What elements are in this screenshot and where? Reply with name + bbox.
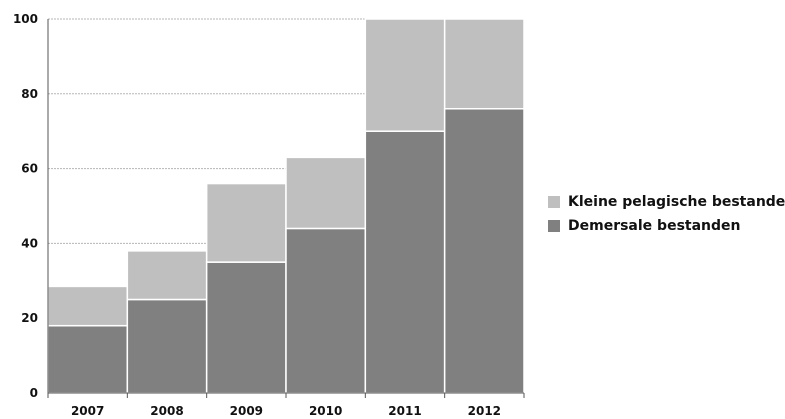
legend-label-small-pelagic: Kleine pelagische bestanden: [568, 194, 785, 210]
y-tick-label: 60: [21, 162, 38, 176]
bar-segment-small-pelagic: [126, 250, 208, 301]
bar-segment-demersal: [126, 298, 208, 394]
y-tick-label: 40: [21, 236, 38, 250]
bar-segment-small-pelagic: [205, 182, 287, 263]
bar-segment-demersal: [205, 261, 287, 394]
x-tick-label: 2011: [388, 404, 421, 418]
y-tick-label: 20: [21, 311, 38, 325]
y-tick-label: 100: [13, 12, 38, 26]
chart-legend: Kleine pelagische bestanden Demersale be…: [548, 190, 785, 238]
bar-segment-small-pelagic: [364, 18, 446, 132]
bar-segment-small-pelagic: [47, 285, 129, 327]
bar-segment-small-pelagic: [443, 18, 525, 110]
x-tick-label: 2010: [309, 404, 342, 418]
legend-item-demersal: Demersale bestanden: [548, 214, 785, 238]
bar-segment-demersal: [443, 108, 525, 394]
bar-segment-demersal: [285, 227, 367, 394]
y-tick-label: 80: [21, 87, 38, 101]
legend-label-demersal: Demersale bestanden: [568, 218, 741, 234]
bar-segment-small-pelagic: [285, 156, 367, 230]
legend-swatch-small-pelagic: [548, 196, 560, 208]
legend-item-small-pelagic: Kleine pelagische bestanden: [548, 190, 785, 214]
x-tick-label: 2008: [150, 404, 183, 418]
x-tick-label: 2012: [468, 404, 501, 418]
y-tick-label: 0: [30, 386, 38, 400]
legend-swatch-demersal: [548, 220, 560, 232]
x-tick-label: 2009: [230, 404, 263, 418]
x-tick-label: 2007: [71, 404, 104, 418]
bar-segment-demersal: [364, 130, 446, 394]
bar-segment-demersal: [47, 324, 129, 394]
